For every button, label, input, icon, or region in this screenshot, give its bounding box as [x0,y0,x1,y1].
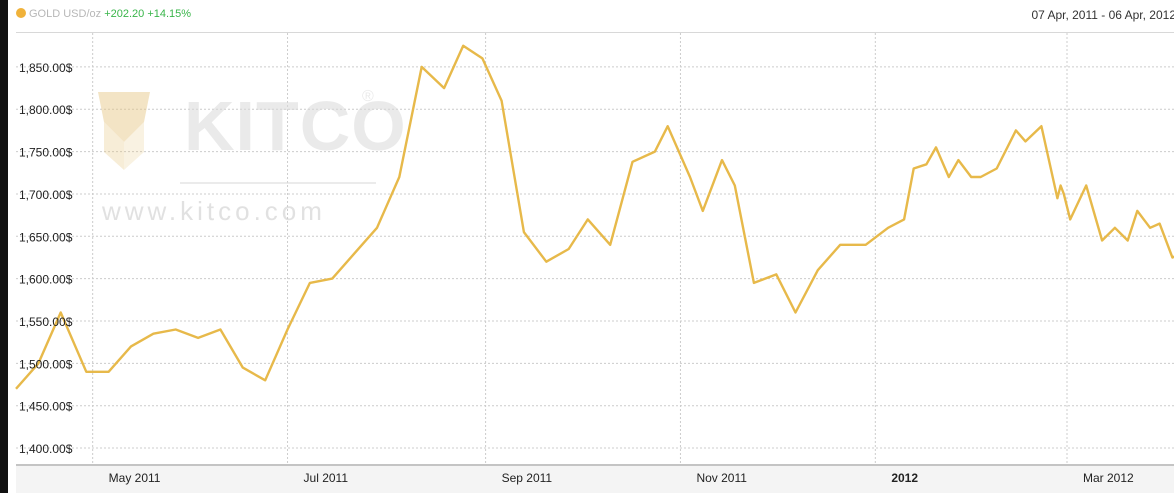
y-tick-label: 1,500.00$ [19,357,73,371]
x-axis-band [16,466,1174,493]
axes [16,464,1174,493]
legend-series-name: GOLD USD/oz [29,8,102,20]
series-layer [15,44,1174,390]
y-tick-label: 1,850.00$ [19,61,73,75]
x-tick-label: Sep 2011 [502,471,553,485]
y-tick-label: 1,550.00$ [19,315,73,329]
x-tick-label: May 2011 [109,471,161,485]
x-tick-label: Nov 2011 [696,471,747,485]
y-tick-label: 1,400.00$ [19,442,73,456]
kitco-watermark: KITCO ® www.kitco.com [94,78,406,238]
y-tick-label: 1,700.00$ [19,188,73,202]
watermark-brand: KITCO [184,87,407,165]
x-tick-label: Jul 2011 [304,471,349,485]
gold-bar-logo-icon [98,92,150,170]
x-tick-label: Mar 2012 [1083,471,1134,485]
chart-header: GOLD USD/oz +202.20 +14.15% 07 Apr, 2011… [16,0,1174,33]
series-legend[interactable]: GOLD USD/oz +202.20 +14.15% [16,8,191,20]
y-tick-label: 1,600.00$ [19,273,73,287]
watermark-rule [180,182,376,184]
y-tick-label: 1,450.00$ [19,400,73,414]
x-tick-label: 2012 [891,471,918,485]
x-tick-labels: May 2011 Jul 2011 Sep 2011 Nov 2011 2012 Mar … [109,471,1134,485]
legend-marker-icon [16,8,26,18]
date-range: 07 Apr, 2011 - 06 Apr, 2012 [1031,8,1174,22]
y-tick-label: 1,800.00$ [19,103,73,117]
legend-change: +202.20 +14.15% [104,8,192,20]
watermark-url: www.kitco.com [102,196,326,226]
y-tick-label: 1,750.00$ [19,146,73,160]
watermark-registered-mark: ® [362,88,374,105]
series-line [15,44,1174,390]
y-tick-labels: 1,400.00$ 1,450.00$ 1,500.00$ 1,550.00$ 1,60… [19,61,73,456]
chart-canvas: 1,400.00$ 1,450.00$ 1,500.00$ 1,550.00$ 1,60… [15,33,1174,493]
y-tick-label: 1,650.00$ [19,230,73,244]
grid-lines [16,33,1174,465]
